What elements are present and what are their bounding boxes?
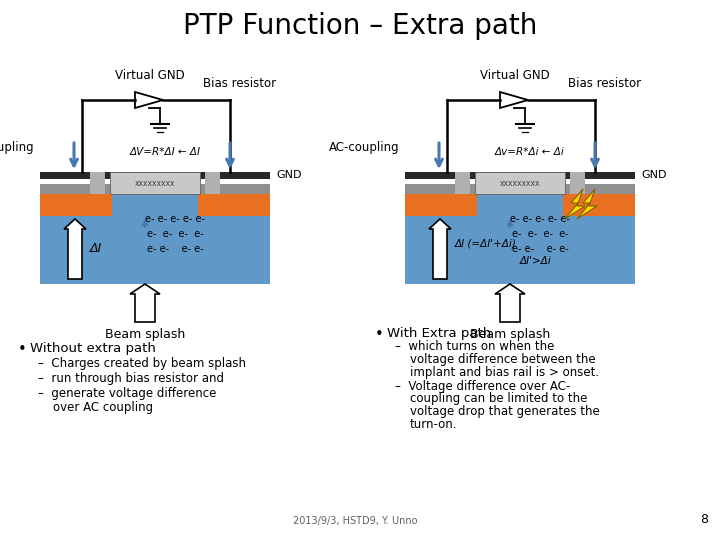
- Polygon shape: [500, 92, 528, 108]
- Text: GND: GND: [276, 171, 302, 180]
- Text: Bias resistor: Bias resistor: [204, 77, 276, 90]
- Text: e- e-    e- e-: e- e- e- e-: [512, 244, 568, 254]
- Bar: [475, 172, 565, 194]
- Bar: [570, 172, 585, 194]
- Text: turn-on.: turn-on.: [410, 418, 457, 431]
- Text: implant and bias rail is > onset.: implant and bias rail is > onset.: [410, 366, 599, 379]
- FancyArrow shape: [130, 284, 160, 322]
- Bar: [40, 184, 270, 194]
- FancyArrow shape: [64, 219, 86, 279]
- Bar: [198, 194, 270, 216]
- FancyArrow shape: [495, 284, 525, 322]
- Text: AC-coupling: AC-coupling: [0, 140, 35, 153]
- Bar: [455, 172, 470, 194]
- Text: e- e-    e- e-: e- e- e- e-: [147, 244, 203, 254]
- Text: –  run through bias resistor and: – run through bias resistor and: [38, 372, 224, 385]
- Bar: [40, 172, 270, 179]
- Text: Virtual GND: Virtual GND: [115, 69, 185, 82]
- Bar: [405, 194, 635, 284]
- Text: Without extra path: Without extra path: [30, 342, 156, 355]
- Text: With Extra path: With Extra path: [387, 327, 491, 340]
- Bar: [40, 179, 270, 184]
- Text: e-  e-  e-  e-: e- e- e- e-: [147, 229, 203, 239]
- Text: Beam splash: Beam splash: [470, 328, 550, 341]
- Bar: [405, 194, 477, 216]
- Bar: [110, 172, 200, 194]
- Polygon shape: [565, 189, 585, 219]
- Text: ΔI (=ΔI'+Δi): ΔI (=ΔI'+Δi): [455, 238, 517, 248]
- Text: GND: GND: [641, 171, 667, 180]
- Text: •: •: [18, 342, 27, 357]
- Text: PTP Function – Extra path: PTP Function – Extra path: [183, 12, 537, 40]
- Text: –  Charges created by beam splash: – Charges created by beam splash: [38, 357, 246, 370]
- Text: e-  e-  e-  e-: e- e- e- e-: [512, 229, 568, 239]
- Text: voltage difference between the: voltage difference between the: [410, 353, 595, 366]
- Polygon shape: [577, 189, 597, 219]
- Text: Virtual GND: Virtual GND: [480, 69, 550, 82]
- Text: Beam splash: Beam splash: [105, 328, 185, 341]
- Polygon shape: [135, 92, 163, 108]
- Text: AC-coupling: AC-coupling: [329, 140, 400, 153]
- Bar: [205, 172, 220, 194]
- Text: coupling can be limited to the: coupling can be limited to the: [410, 392, 588, 405]
- Bar: [40, 194, 270, 284]
- Bar: [90, 172, 105, 194]
- Text: ΔI'>Δi: ΔI'>Δi: [520, 256, 552, 266]
- Text: ΔI: ΔI: [90, 242, 102, 255]
- Bar: [405, 172, 635, 179]
- Bar: [405, 184, 635, 194]
- Text: –  Voltage difference over AC-: – Voltage difference over AC-: [395, 380, 570, 393]
- Text: xxxxxxxxx: xxxxxxxxx: [135, 179, 175, 187]
- Bar: [405, 179, 635, 184]
- Text: Δv=R*Δi ← Δi: Δv=R*Δi ← Δi: [495, 147, 565, 157]
- Text: •: •: [375, 327, 384, 342]
- Text: Bias resistor: Bias resistor: [568, 77, 642, 90]
- Text: –  generate voltage difference: – generate voltage difference: [38, 387, 217, 400]
- Bar: [40, 194, 112, 216]
- Text: ΔV=R*ΔI ← ΔI: ΔV=R*ΔI ← ΔI: [130, 147, 200, 157]
- Text: 8: 8: [700, 513, 708, 526]
- Text: –  which turns on when the: – which turns on when the: [395, 340, 554, 353]
- FancyArrow shape: [429, 219, 451, 279]
- Text: voltage drop that generates the: voltage drop that generates the: [410, 405, 600, 418]
- Text: e- e- e- e- e-: e- e- e- e- e-: [510, 214, 570, 224]
- Text: 2013/9/3, HSTD9, Y. Unno: 2013/9/3, HSTD9, Y. Unno: [293, 516, 418, 526]
- Text: xxxxxxxxx: xxxxxxxxx: [500, 179, 540, 187]
- Text: e- e- e- e- e-: e- e- e- e- e-: [145, 214, 205, 224]
- Text: over AC coupling: over AC coupling: [53, 401, 153, 414]
- Bar: [563, 194, 635, 216]
